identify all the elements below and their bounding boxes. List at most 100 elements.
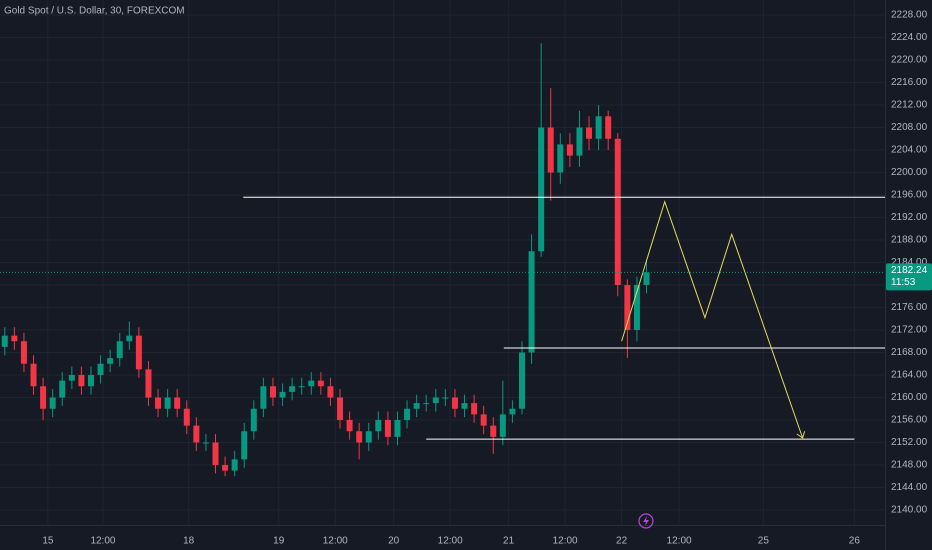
x-tick-label: 12:00 xyxy=(553,536,578,547)
y-tick-label: 2216.00 xyxy=(891,77,928,88)
candle-body xyxy=(547,127,554,173)
candle-body xyxy=(193,425,200,443)
x-tick-label: 25 xyxy=(758,536,770,547)
y-tick-label: 2144.00 xyxy=(891,482,928,493)
candle-body xyxy=(107,358,114,364)
candle-body xyxy=(250,408,257,432)
y-tick-label: 2220.00 xyxy=(891,55,928,66)
candle-body xyxy=(231,459,238,471)
candle-body xyxy=(499,414,506,437)
candle-body xyxy=(423,403,430,405)
candle-body xyxy=(451,397,458,409)
candle-body xyxy=(317,380,324,387)
candle-body xyxy=(145,369,152,398)
candle-body xyxy=(260,386,267,409)
y-tick-label: 2208.00 xyxy=(891,122,928,133)
candle-body xyxy=(586,127,593,139)
candle-body xyxy=(308,380,315,387)
candle-body xyxy=(518,352,525,409)
candle-body xyxy=(164,397,171,409)
candle-body xyxy=(135,335,142,370)
candle-body xyxy=(432,397,439,404)
candle-body xyxy=(11,335,18,342)
price-tag xyxy=(886,263,932,291)
price-tag-value: 2182.24 xyxy=(891,265,928,276)
candle-body xyxy=(279,391,286,398)
candle-body xyxy=(461,403,468,409)
y-tick-label: 2212.00 xyxy=(891,100,928,111)
candle-body xyxy=(222,464,229,471)
x-tick-label: 15 xyxy=(42,536,54,547)
candle-body xyxy=(1,335,8,347)
y-tick-label: 2172.00 xyxy=(891,325,928,336)
candle-body xyxy=(557,144,564,173)
candle-body xyxy=(595,116,602,139)
candle-body xyxy=(298,386,305,388)
candle-body xyxy=(116,341,123,359)
x-tick-label: 22 xyxy=(616,536,628,547)
candle-body xyxy=(614,138,621,285)
candle-body xyxy=(509,408,516,415)
candle-body xyxy=(384,419,391,437)
projection-path xyxy=(621,200,804,439)
y-tick-label: 2152.00 xyxy=(891,437,928,448)
candle-body xyxy=(471,403,478,415)
x-tick-label: 20 xyxy=(388,536,400,547)
x-tick-label: 12:00 xyxy=(438,536,463,547)
candle-body xyxy=(269,386,276,398)
candle-body xyxy=(538,127,545,252)
candle-body xyxy=(59,380,66,398)
y-tick-label: 2200.00 xyxy=(891,167,928,178)
price-tag-countdown: 11:53 xyxy=(891,277,916,288)
candle-body xyxy=(442,397,449,399)
y-tick-label: 2176.00 xyxy=(891,302,928,313)
candle-body xyxy=(356,431,363,443)
candle-body xyxy=(394,419,401,437)
x-tick-label: 12:00 xyxy=(323,536,348,547)
candle-body xyxy=(480,414,487,426)
candle-body xyxy=(68,374,75,381)
chart-title: Gold Spot / U.S. Dollar, 30, FOREXCOM xyxy=(4,6,185,17)
candle-body xyxy=(375,419,382,432)
y-tick-label: 2188.00 xyxy=(891,235,928,246)
candle-body xyxy=(528,251,535,353)
candle-body xyxy=(566,144,573,156)
candle-body xyxy=(605,116,612,139)
y-tick-label: 2184.00 xyxy=(891,257,928,268)
candle-body xyxy=(633,284,640,330)
y-tick-label: 2192.00 xyxy=(891,212,928,223)
y-tick-label: 2164.00 xyxy=(891,370,928,381)
candle-body xyxy=(183,408,190,426)
candle-body xyxy=(155,397,162,409)
y-tick-label: 2228.00 xyxy=(891,10,928,21)
candle-body xyxy=(202,442,209,444)
y-tick-label: 2168.00 xyxy=(891,347,928,358)
candle-body xyxy=(346,419,353,432)
candle-body xyxy=(490,425,497,437)
candle-body xyxy=(289,386,296,392)
candle-body xyxy=(624,284,631,330)
candle-body xyxy=(643,272,650,285)
y-tick-label: 2204.00 xyxy=(891,145,928,156)
candle-body xyxy=(241,431,248,460)
candle-body xyxy=(87,374,94,387)
projection-arrowhead xyxy=(796,431,806,439)
event-icon[interactable] xyxy=(638,513,654,529)
x-tick-label: 26 xyxy=(849,536,861,547)
candle-body xyxy=(337,397,344,420)
x-tick-label: 21 xyxy=(503,536,515,547)
x-tick-label: 12:00 xyxy=(667,536,692,547)
candle-body xyxy=(20,341,27,364)
y-tick-label: 2160.00 xyxy=(891,392,928,403)
candle-body xyxy=(413,403,420,409)
candle-body xyxy=(365,431,372,443)
x-tick-label: 18 xyxy=(183,536,195,547)
candle-body xyxy=(97,363,104,375)
candle-body xyxy=(174,397,181,409)
candle-body xyxy=(404,408,411,420)
candle-body xyxy=(327,386,334,398)
y-tick-label: 2140.00 xyxy=(891,505,928,516)
x-tick-label: 19 xyxy=(273,536,285,547)
